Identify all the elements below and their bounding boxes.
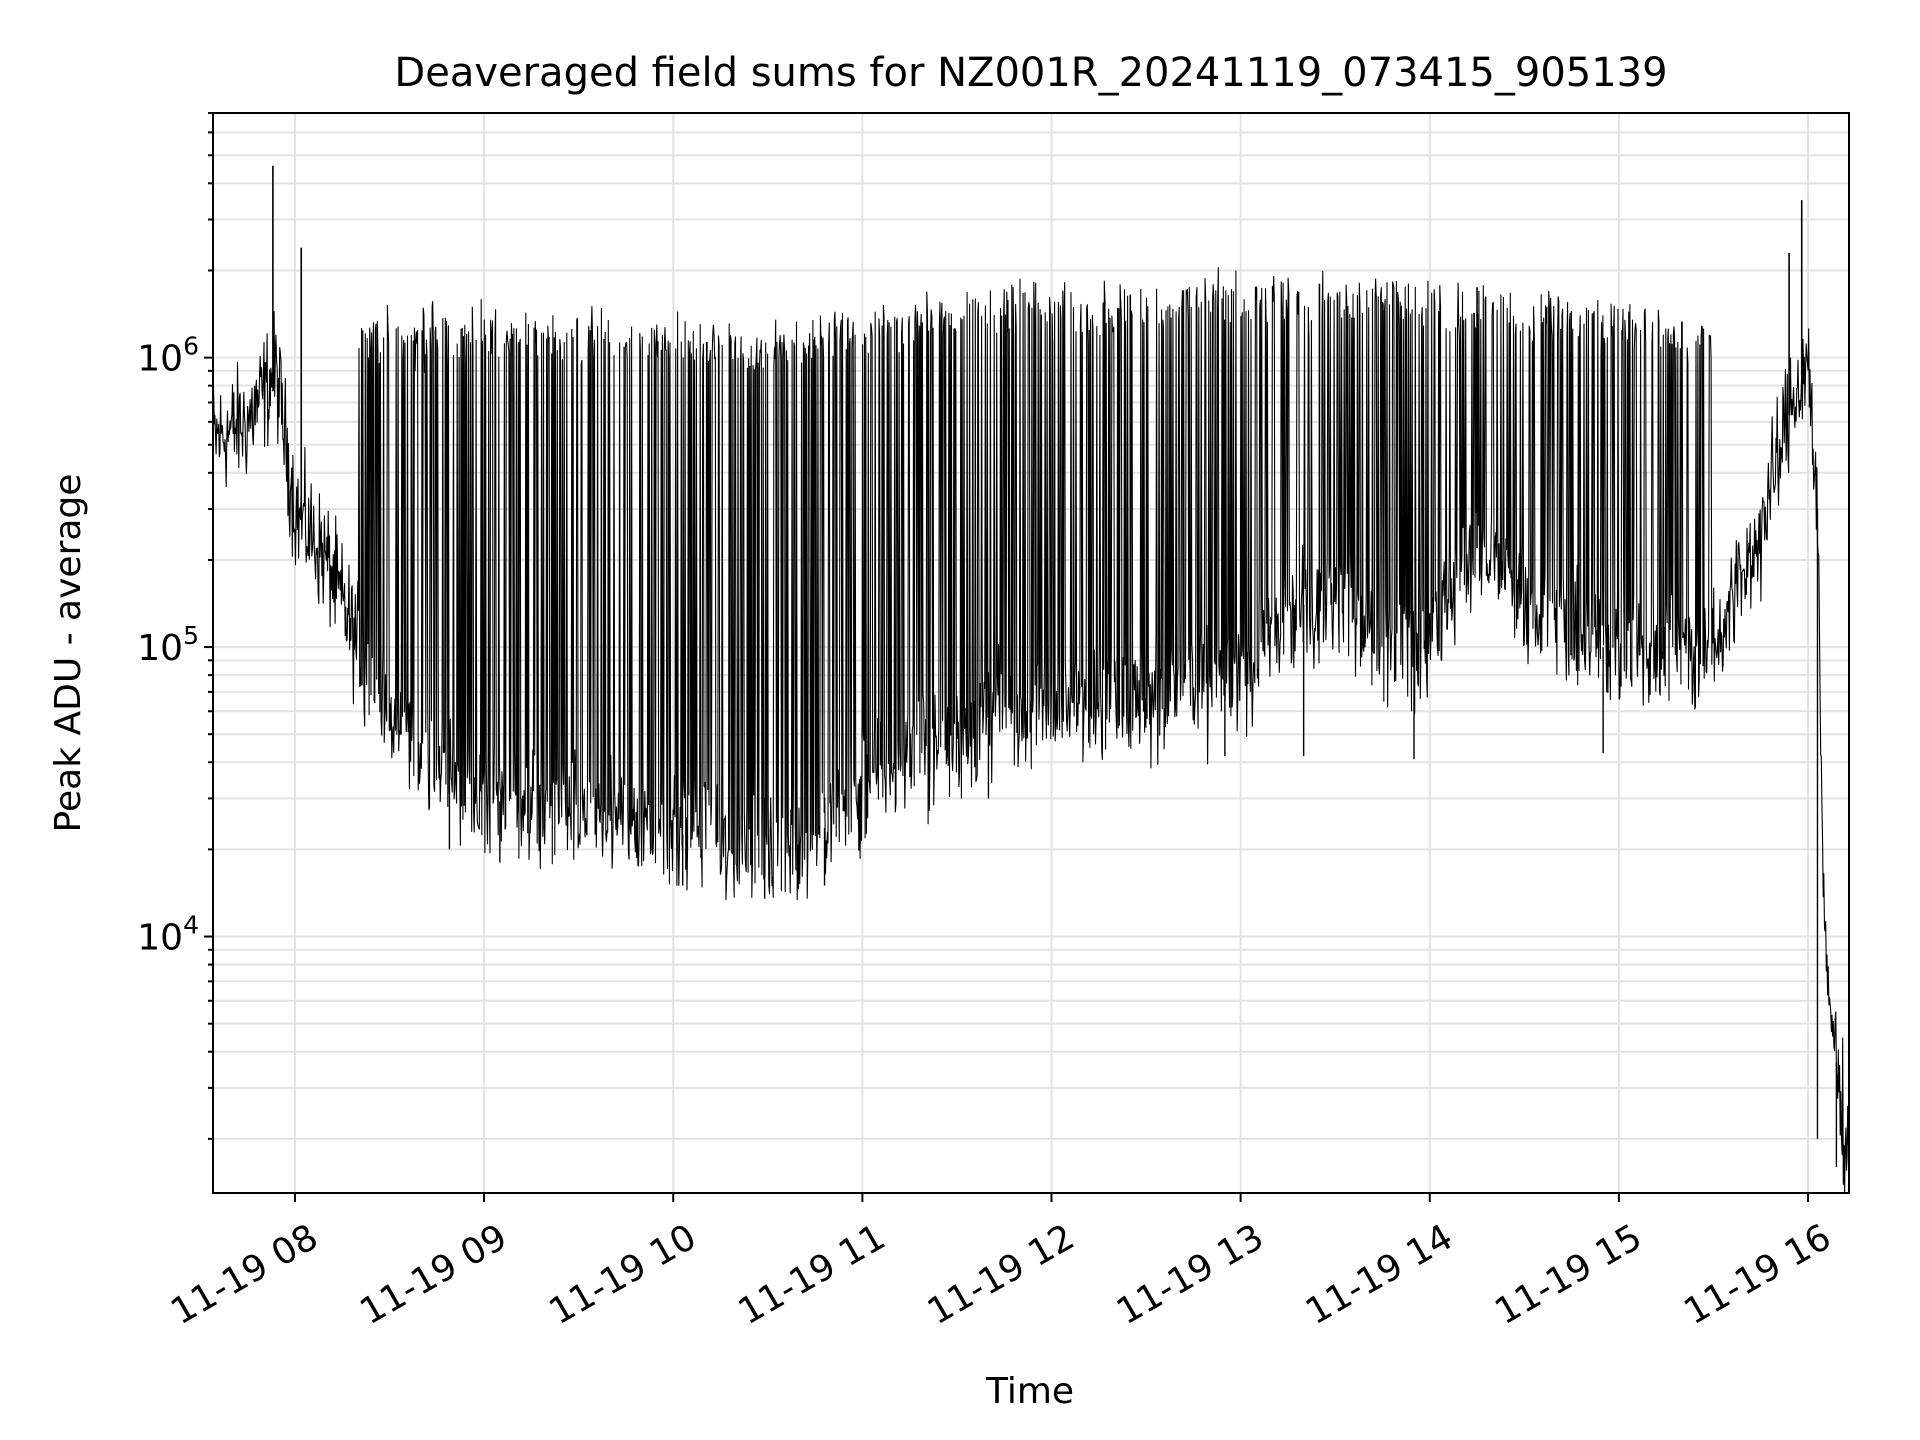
y-tick-base: 10	[137, 339, 183, 380]
y-tick-label: 106	[137, 332, 199, 380]
plot-frame	[212, 112, 1850, 1194]
y-tick-exponent: 6	[183, 332, 199, 361]
grid	[213, 112, 1849, 1193]
series-line	[213, 267, 1849, 1193]
y-axis-label: Peak ADU - average	[48, 474, 89, 833]
y-tick-label: 105	[137, 621, 199, 669]
chart-title: Deaveraged field sums for NZ001R_2024111…	[394, 50, 1667, 96]
y-tick-exponent: 4	[183, 911, 199, 940]
x-axis-label: Time	[985, 1371, 1074, 1412]
series-layer	[213, 165, 1849, 1193]
y-tick-base: 10	[137, 628, 183, 669]
y-tick-label: 104	[137, 911, 199, 959]
y-tick-base: 10	[137, 918, 183, 959]
y-tick-exponent: 5	[183, 621, 199, 650]
